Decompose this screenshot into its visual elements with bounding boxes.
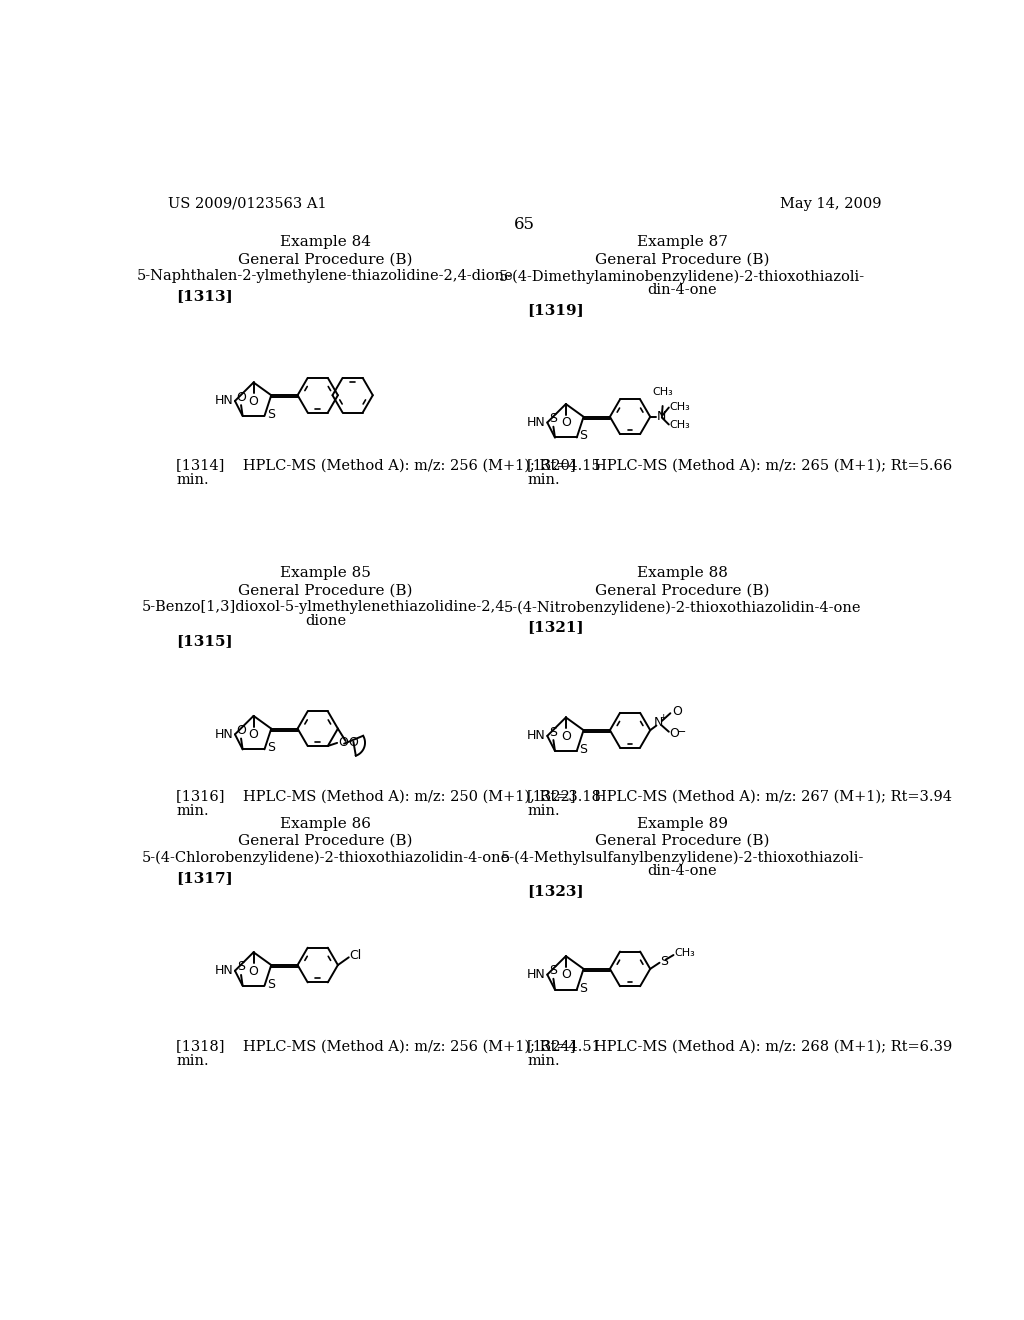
Text: O: O bbox=[237, 391, 246, 404]
Text: Example 87: Example 87 bbox=[637, 235, 728, 249]
Text: S: S bbox=[267, 978, 274, 991]
Text: 65: 65 bbox=[514, 216, 536, 234]
Text: CH₃: CH₃ bbox=[670, 420, 690, 430]
Text: [1322]    HPLC-MS (Method A): m/z: 267 (M+1); Rt=3.94: [1322] HPLC-MS (Method A): m/z: 267 (M+1… bbox=[527, 789, 952, 804]
Text: 5-Naphthalen-2-ylmethylene-thiazolidine-2,4-dione: 5-Naphthalen-2-ylmethylene-thiazolidine-… bbox=[137, 269, 514, 284]
Text: [1314]    HPLC-MS (Method A): m/z: 256 (M+1); Rt=4.15: [1314] HPLC-MS (Method A): m/z: 256 (M+1… bbox=[176, 459, 601, 473]
Text: HN: HN bbox=[215, 395, 233, 408]
Text: S: S bbox=[660, 954, 669, 968]
Text: −: − bbox=[677, 727, 686, 737]
Text: Example 89: Example 89 bbox=[637, 817, 728, 830]
Text: Example 86: Example 86 bbox=[281, 817, 371, 830]
Text: min.: min. bbox=[527, 473, 560, 487]
Text: min.: min. bbox=[527, 804, 560, 817]
Text: min.: min. bbox=[176, 804, 209, 817]
Text: Example 84: Example 84 bbox=[281, 235, 371, 249]
Text: O: O bbox=[249, 395, 258, 408]
Text: O: O bbox=[670, 727, 680, 739]
Text: May 14, 2009: May 14, 2009 bbox=[780, 197, 882, 211]
Text: [1313]: [1313] bbox=[176, 289, 232, 304]
Text: S: S bbox=[267, 742, 274, 754]
Text: HN: HN bbox=[527, 730, 546, 742]
Text: HN: HN bbox=[527, 968, 546, 981]
Text: S: S bbox=[267, 408, 274, 421]
Text: General Procedure (B): General Procedure (B) bbox=[595, 252, 769, 267]
Text: General Procedure (B): General Procedure (B) bbox=[595, 834, 769, 847]
Text: [1315]: [1315] bbox=[176, 635, 232, 648]
Text: S: S bbox=[580, 429, 587, 442]
Text: General Procedure (B): General Procedure (B) bbox=[595, 583, 769, 598]
Text: [1321]: [1321] bbox=[527, 620, 584, 635]
Text: Cl: Cl bbox=[349, 949, 361, 962]
Text: din-4-one: din-4-one bbox=[647, 284, 717, 297]
Text: [1317]: [1317] bbox=[176, 871, 232, 884]
Text: min.: min. bbox=[176, 473, 209, 487]
Text: HN: HN bbox=[215, 727, 233, 741]
Text: [1318]    HPLC-MS (Method A): m/z: 256 (M+1); Rt=4.51: [1318] HPLC-MS (Method A): m/z: 256 (M+1… bbox=[176, 1040, 601, 1055]
Text: O: O bbox=[339, 737, 348, 750]
Text: S: S bbox=[550, 726, 557, 738]
Text: CH₃: CH₃ bbox=[674, 949, 695, 958]
Text: [1324]    HPLC-MS (Method A): m/z: 268 (M+1); Rt=6.39: [1324] HPLC-MS (Method A): m/z: 268 (M+1… bbox=[527, 1040, 952, 1055]
Text: min.: min. bbox=[527, 1053, 560, 1068]
Text: [1320]    HPLC-MS (Method A): m/z: 265 (M+1); Rt=5.66: [1320] HPLC-MS (Method A): m/z: 265 (M+1… bbox=[527, 459, 952, 473]
Text: 5-Benzo[1,3]dioxol-5-ylmethylenethiazolidine-2,4-: 5-Benzo[1,3]dioxol-5-ylmethylenethiazoli… bbox=[141, 601, 510, 614]
Text: 5-(4-Dimethylaminobenzylidene)-2-thioxothiazoli-: 5-(4-Dimethylaminobenzylidene)-2-thioxot… bbox=[499, 269, 865, 284]
Text: S: S bbox=[238, 961, 245, 973]
Text: Example 88: Example 88 bbox=[637, 566, 728, 581]
Text: [1319]: [1319] bbox=[527, 304, 584, 317]
Text: CH₃: CH₃ bbox=[670, 401, 690, 412]
Text: [1323]: [1323] bbox=[527, 884, 584, 899]
Text: O: O bbox=[561, 730, 570, 743]
Text: S: S bbox=[580, 982, 587, 994]
Text: N: N bbox=[657, 411, 667, 424]
Text: O: O bbox=[237, 723, 246, 737]
Text: General Procedure (B): General Procedure (B) bbox=[239, 834, 413, 847]
Text: O: O bbox=[561, 416, 570, 429]
Text: O: O bbox=[672, 705, 682, 718]
Text: US 2009/0123563 A1: US 2009/0123563 A1 bbox=[168, 197, 327, 211]
Text: O: O bbox=[561, 969, 570, 982]
Text: O: O bbox=[349, 737, 358, 748]
Text: 5-(4-Chlorobenzylidene)-2-thioxothiazolidin-4-one: 5-(4-Chlorobenzylidene)-2-thioxothiazoli… bbox=[141, 850, 510, 865]
Text: General Procedure (B): General Procedure (B) bbox=[239, 252, 413, 267]
Text: O: O bbox=[249, 729, 258, 742]
Text: S: S bbox=[580, 743, 587, 756]
Text: 5-(4-Methylsulfanylbenzylidene)-2-thioxothiazoli-: 5-(4-Methylsulfanylbenzylidene)-2-thioxo… bbox=[501, 850, 864, 865]
Text: HN: HN bbox=[215, 964, 233, 977]
Text: Example 85: Example 85 bbox=[281, 566, 371, 581]
Text: +: + bbox=[658, 713, 667, 722]
Text: S: S bbox=[550, 412, 557, 425]
Text: O: O bbox=[249, 965, 258, 978]
Text: min.: min. bbox=[176, 1053, 209, 1068]
Text: 5-(4-Nitrobenzylidene)-2-thioxothiazolidin-4-one: 5-(4-Nitrobenzylidene)-2-thioxothiazolid… bbox=[504, 601, 861, 615]
Text: [1316]    HPLC-MS (Method A): m/z: 250 (M+1), Rt=3.18: [1316] HPLC-MS (Method A): m/z: 250 (M+1… bbox=[176, 789, 601, 804]
Text: din-4-one: din-4-one bbox=[647, 865, 717, 879]
Text: General Procedure (B): General Procedure (B) bbox=[239, 583, 413, 598]
Text: dione: dione bbox=[305, 614, 346, 628]
Text: N: N bbox=[653, 715, 663, 729]
Text: HN: HN bbox=[527, 416, 546, 429]
Text: S: S bbox=[550, 964, 557, 977]
Text: CH₃: CH₃ bbox=[652, 387, 673, 397]
